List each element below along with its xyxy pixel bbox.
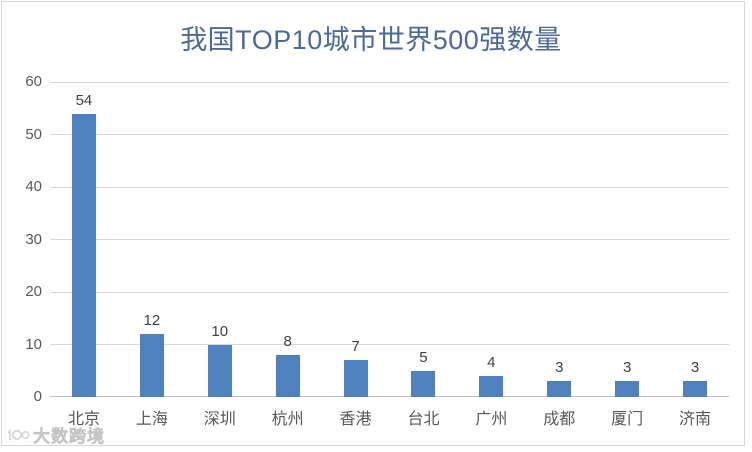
bar-香港: [343, 360, 368, 397]
bar-value-label: 7: [351, 338, 360, 356]
bar-value-label: 3: [622, 359, 632, 377]
bar-上海: [139, 334, 164, 397]
bar-北京: [71, 113, 96, 397]
bar-台北: [411, 370, 436, 397]
x-axis-label: 广州: [475, 411, 508, 428]
bar-深圳: [207, 344, 232, 397]
gridline: [50, 344, 729, 345]
x-axis-label: 杭州: [271, 411, 304, 428]
y-tick-label: 10: [25, 335, 42, 353]
bar-value-label: 3: [555, 359, 564, 377]
y-tick-label: 30: [25, 230, 42, 248]
x-axis-label: 深圳: [203, 411, 236, 428]
bar-广州: [479, 376, 504, 397]
x-axis-label: 上海: [135, 411, 168, 428]
x-axis-label: 济南: [679, 411, 712, 428]
bar-厦门: [615, 381, 640, 397]
y-tick-label: 40: [25, 178, 42, 195]
watermark-logo-icon: [6, 426, 30, 444]
bar-value-label: 12: [143, 312, 161, 329]
gridline: [50, 81, 729, 83]
x-axis-label: 台北: [407, 411, 440, 428]
gridline: [50, 239, 729, 240]
x-axis-label: 香港: [339, 411, 372, 428]
gridline: [50, 134, 729, 135]
plot-area: [50, 81, 729, 397]
bar-value-label: 54: [75, 91, 93, 109]
chart-title: 我国TOP10城市世界500强数量: [180, 25, 562, 55]
x-axis-line: [50, 396, 729, 397]
y-tick-label: 0: [33, 388, 42, 405]
y-tick-label: 60: [25, 73, 42, 90]
x-axis-label: 北京: [67, 411, 100, 428]
gridline: [50, 291, 729, 293]
x-axis-label: 成都: [543, 411, 576, 428]
bar-value-label: 4: [487, 354, 496, 371]
x-axis-label: 厦门: [611, 411, 644, 428]
bar-value-label: 3: [690, 359, 700, 377]
bar-value-label: 8: [283, 333, 292, 350]
y-tick-label: 50: [25, 125, 42, 143]
bar-value-label: 5: [419, 348, 428, 366]
bar-成都: [547, 381, 572, 397]
bar-杭州: [275, 355, 300, 397]
gridline: [50, 186, 729, 188]
bar-济南: [683, 381, 708, 397]
bar-value-label: 10: [211, 322, 229, 340]
y-tick-label: 20: [25, 283, 42, 300]
